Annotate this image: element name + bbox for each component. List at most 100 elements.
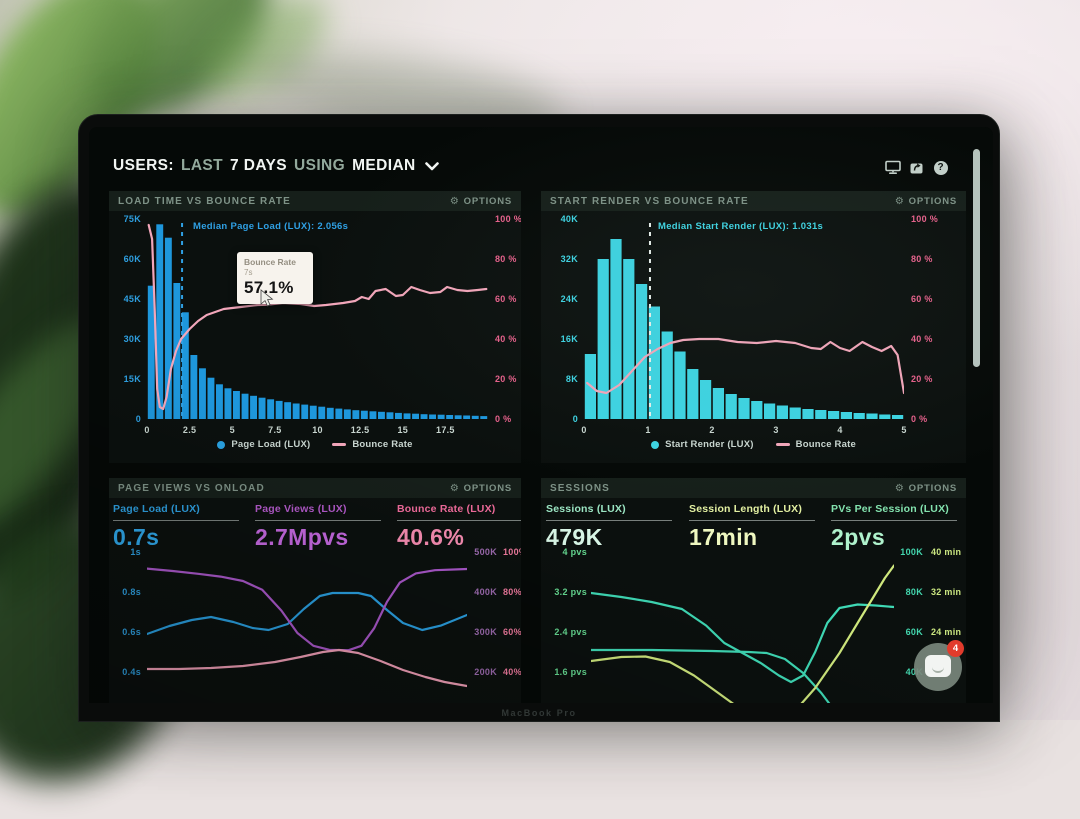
stat-label: Page Load (LUX) xyxy=(113,503,201,515)
histogram-bar xyxy=(284,402,292,419)
histogram-bar xyxy=(712,388,724,419)
stat-underline xyxy=(546,520,672,521)
axis-tick: 0 % xyxy=(495,414,512,424)
help-glyph: ? xyxy=(933,160,948,175)
histogram-bar xyxy=(687,369,699,419)
title-word: MEDIAN xyxy=(352,157,416,174)
histogram-bar xyxy=(233,391,240,419)
axis-tick: 200K xyxy=(474,667,497,677)
histogram-bar xyxy=(343,409,351,419)
histogram-bar xyxy=(318,406,326,419)
chat-smile xyxy=(932,667,944,673)
histogram-bar xyxy=(437,414,445,419)
mouse-cursor-icon xyxy=(260,289,274,307)
axis-tick: 4 xyxy=(837,425,843,435)
title-word: LAST xyxy=(180,157,224,174)
axis-tick: 1 xyxy=(645,425,651,435)
display-icon[interactable] xyxy=(884,159,901,176)
share-icon[interactable] xyxy=(908,159,925,176)
legend-item[interactable]: Bounce Rate xyxy=(775,439,856,450)
histogram-bar xyxy=(250,395,257,419)
axis-tick: 15K xyxy=(123,374,141,384)
gear-icon: ⚙ xyxy=(449,195,460,207)
histogram-bar xyxy=(454,415,462,419)
histogram-bar xyxy=(751,401,763,419)
legend-label: Start Render (LUX) xyxy=(665,439,754,450)
stat-underline xyxy=(397,520,521,521)
histogram-bar xyxy=(275,400,283,419)
top-bar: USERS: LAST 7 DAYS USING MEDIAN ? xyxy=(109,155,973,183)
panel-header: LOAD TIME VS BOUNCE RATE ⚙ OPTIONS xyxy=(109,191,521,211)
options-button[interactable]: ⚙ OPTIONS xyxy=(895,196,957,207)
chart-tooltip: Bounce Rate 7s 57.1% xyxy=(237,252,313,304)
panel-header: PAGE VIEWS VS ONLOAD ⚙ OPTIONS xyxy=(109,478,521,498)
title-word: USERS: xyxy=(113,157,174,174)
axis-tick: 60% xyxy=(503,627,521,637)
axis-tick: 500K xyxy=(474,547,497,557)
tooltip-value: 57.1% xyxy=(244,278,294,297)
axis-tick: 60K xyxy=(905,627,923,637)
load-time-chart: 75K 60K 45K 30K 15K 0 100 % 80 % 60 % 40 % 20 % 0 %… xyxy=(109,191,521,463)
axis-tick: 1.6 pvs xyxy=(554,667,587,677)
stat-pvs-per-session: PVs Per Session (LUX) 2pvs xyxy=(831,503,957,551)
notification-badge: 4 xyxy=(947,640,964,657)
histogram-bar xyxy=(828,411,840,419)
options-button[interactable]: ⚙ OPTIONS xyxy=(895,483,957,494)
panel-header: START RENDER VS BOUNCE RATE ⚙ OPTIONS xyxy=(541,191,966,211)
panel-page-views: PAGE VIEWS VS ONLOAD ⚙ OPTIONS Page Load … xyxy=(109,478,521,703)
chart-canvas xyxy=(147,567,467,688)
histogram-bar xyxy=(352,410,360,419)
histogram-bar xyxy=(258,397,266,419)
histogram-bar xyxy=(636,284,648,419)
axis-tick: 24 min xyxy=(931,627,962,637)
options-button[interactable]: ⚙ OPTIONS xyxy=(450,196,512,207)
panel-title: PAGE VIEWS VS ONLOAD xyxy=(118,482,265,494)
axis-tick: 15 xyxy=(397,425,409,435)
axis-tick: 300K xyxy=(474,627,497,637)
median-annotation: Median Page Load (LUX): 2.056s xyxy=(193,221,349,232)
axis-tick: 32K xyxy=(560,254,578,264)
axis-tick: 0.4s xyxy=(122,667,141,677)
axis-tick: 2.5 xyxy=(182,425,197,435)
legend-item[interactable]: Bounce Rate xyxy=(332,439,412,450)
histogram-bar xyxy=(648,306,660,419)
options-button[interactable]: ⚙ OPTIONS xyxy=(450,483,512,494)
histogram-bar xyxy=(156,224,164,419)
legend-item[interactable]: Start Render (LUX) xyxy=(651,439,754,450)
options-label: OPTIONS xyxy=(908,195,957,207)
series-line-icon xyxy=(775,443,790,446)
axis-tick: 3 xyxy=(773,425,779,435)
stat-underline xyxy=(831,520,957,521)
axis-tick: 80 % xyxy=(911,254,933,264)
axis-tick: 45K xyxy=(123,294,141,304)
axis-tick: 8K xyxy=(565,374,578,384)
axis-tick: 400K xyxy=(474,587,497,597)
axis-tick: 40 min xyxy=(931,547,962,557)
options-label: OPTIONS xyxy=(908,482,957,494)
date-range-dropdown[interactable]: USERS: LAST 7 DAYS USING MEDIAN xyxy=(113,157,439,175)
axis-tick: 80% xyxy=(503,587,521,597)
axis-tick: 20 % xyxy=(911,374,933,384)
axis-tick: 12.5 xyxy=(350,425,370,435)
series-line xyxy=(586,337,904,395)
histogram-bar xyxy=(360,410,368,419)
chat-widget-button[interactable]: 4 xyxy=(914,640,964,691)
histogram-bar xyxy=(224,388,232,419)
chart-legend: Start Render (LUX) Bounce Rate xyxy=(541,439,966,450)
axis-tick: 75K xyxy=(123,214,141,224)
scrollbar[interactable] xyxy=(973,149,980,367)
stat-value: 2.7Mpvs xyxy=(255,524,349,550)
histogram-bar xyxy=(738,398,750,419)
start-render-chart: 40K 32K 24K 16K 8K 0 100 % 80 % 60 % 40 % 20 % 0 % 0… xyxy=(541,191,966,463)
histogram-bar xyxy=(301,404,309,419)
histogram-bar xyxy=(164,237,172,419)
series-dot-icon xyxy=(217,440,226,449)
stat-underline xyxy=(255,520,381,521)
help-icon[interactable]: ? xyxy=(932,159,949,176)
panel-title: START RENDER VS BOUNCE RATE xyxy=(550,195,749,207)
histogram-bar xyxy=(199,368,206,419)
axis-tick: 60 % xyxy=(495,294,517,304)
legend-item[interactable]: Page Load (LUX) xyxy=(217,439,310,450)
series-line xyxy=(147,648,467,688)
histogram-bar xyxy=(815,410,827,419)
